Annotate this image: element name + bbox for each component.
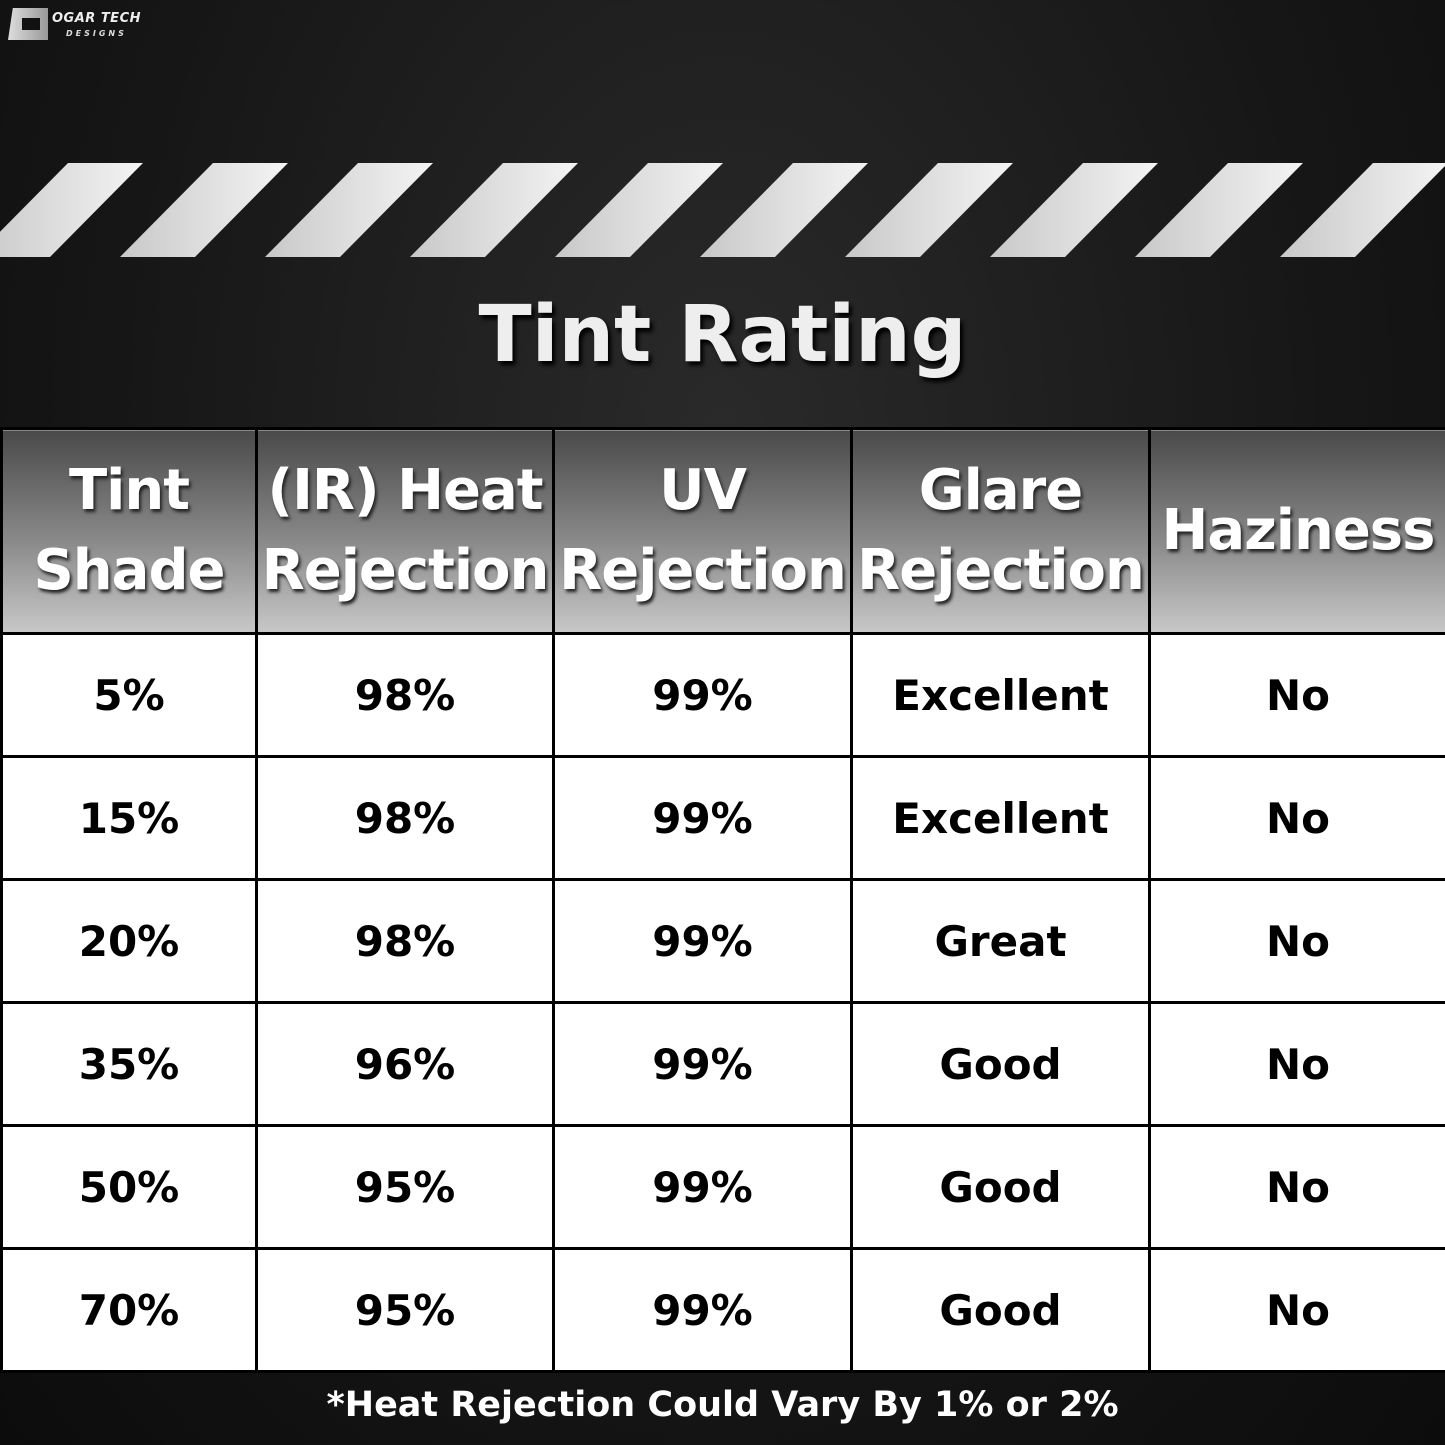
table-cell: 20% xyxy=(0,878,258,1004)
column-header: Haziness xyxy=(1148,427,1445,635)
stripe xyxy=(555,163,723,257)
column-header-line: Glare xyxy=(918,458,1084,523)
table-cell: Good xyxy=(850,1001,1151,1127)
table-cell: Excellent xyxy=(850,755,1151,881)
table-row: 35% 96% 99% Good No xyxy=(0,1001,1445,1127)
stripe xyxy=(410,163,578,257)
hazard-stripes xyxy=(0,163,1445,257)
column-header-line: Haziness xyxy=(1161,498,1436,563)
table-cell: No xyxy=(1148,878,1445,1004)
stripe xyxy=(0,163,143,257)
page-title: Tint Rating xyxy=(478,290,967,380)
table-cell: No xyxy=(1148,755,1445,881)
table-cell: 35% xyxy=(0,1001,258,1127)
tint-rating-table: Tint Shade (IR) Heat Rejection UV Rejection Gl… xyxy=(0,427,1445,1373)
table-cell: 98% xyxy=(255,632,555,758)
table-cell: No xyxy=(1148,1247,1445,1373)
column-header-line: Rejection xyxy=(261,538,550,603)
table-cell: No xyxy=(1148,1124,1445,1250)
column-header-line: (IR) Heat xyxy=(267,458,543,523)
table-cell: 95% xyxy=(255,1247,555,1373)
table-cell: 96% xyxy=(255,1001,555,1127)
stripe xyxy=(265,163,433,257)
stripe xyxy=(845,163,1013,257)
table-row: 15% 98% 99% Excellent No xyxy=(0,755,1445,881)
table-row: 20% 98% 99% Great No xyxy=(0,878,1445,1004)
header-row: Tint Shade (IR) Heat Rejection UV Rejection Gl… xyxy=(0,427,1445,635)
table-cell: 99% xyxy=(552,632,853,758)
table-cell: 50% xyxy=(0,1124,258,1250)
table-cell: 98% xyxy=(255,755,555,881)
footnote: *Heat Rejection Could Vary By 1% or 2% xyxy=(326,1385,1119,1425)
column-header-line: Tint xyxy=(68,458,190,523)
logo-subtext: DESIGNS xyxy=(66,29,127,38)
table-cell: Good xyxy=(850,1124,1151,1250)
stripe xyxy=(1135,163,1303,257)
table-cell: Good xyxy=(850,1247,1151,1373)
column-header: Glare Rejection xyxy=(850,427,1151,635)
logo-b-mark xyxy=(8,8,48,40)
stripe xyxy=(700,163,868,257)
table-row: 50% 95% 99% Good No xyxy=(0,1124,1445,1250)
column-header: (IR) Heat Rejection xyxy=(255,427,555,635)
table-cell: 99% xyxy=(552,878,853,1004)
table-row: 70% 95% 99% Good No xyxy=(0,1247,1445,1373)
stripe xyxy=(120,163,288,257)
table-row: 5% 98% 99% Excellent No xyxy=(0,632,1445,758)
table-cell: 99% xyxy=(552,755,853,881)
table-cell: 99% xyxy=(552,1001,853,1127)
table-cell: Great xyxy=(850,878,1151,1004)
column-header: Tint Shade xyxy=(0,427,258,635)
logo: OGAR TECH DESIGNS xyxy=(8,6,158,42)
table-cell: 70% xyxy=(0,1247,258,1373)
table-cell: No xyxy=(1148,632,1445,758)
table-cell: 15% xyxy=(0,755,258,881)
table-cell: Excellent xyxy=(850,632,1151,758)
column-header-line: Shade xyxy=(33,538,225,603)
table-cell: 5% xyxy=(0,632,258,758)
column-header-line: Rejection xyxy=(857,538,1145,603)
column-header-line: Rejection xyxy=(559,538,847,603)
table-cell: 99% xyxy=(552,1124,853,1250)
logo-text: OGAR TECH xyxy=(52,11,141,26)
stripe xyxy=(1280,163,1445,257)
column-header: UV Rejection xyxy=(552,427,853,635)
table-cell: 99% xyxy=(552,1247,853,1373)
column-header-line: UV xyxy=(659,458,747,523)
table-cell: No xyxy=(1148,1001,1445,1127)
table-cell: 95% xyxy=(255,1124,555,1250)
table-cell: 98% xyxy=(255,878,555,1004)
stripe xyxy=(990,163,1158,257)
